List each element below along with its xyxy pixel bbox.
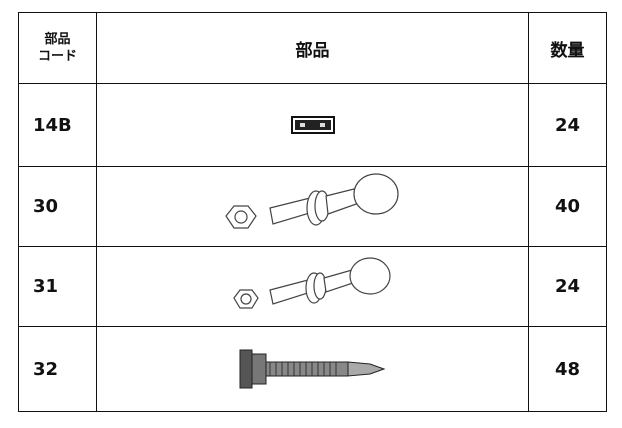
screw-icon [239, 349, 385, 389]
bolt-nut-icon [224, 172, 399, 229]
quantity: 40 [528, 166, 607, 247]
header-row: 部品 コード 部品 数量 [18, 12, 607, 84]
quantity: 24 [528, 246, 607, 327]
part-code: 31 [18, 246, 97, 327]
part-code: 14B [18, 83, 97, 167]
quantity: 24 [528, 83, 607, 167]
row: 30 40 [18, 166, 607, 247]
header-cell: 部品 コード [18, 12, 97, 84]
part-image-cell [96, 246, 529, 327]
header-cell: 部品 [96, 12, 529, 84]
row: 32 48 [18, 326, 607, 412]
row: 14B 24 [18, 83, 607, 167]
part-image-cell [96, 83, 529, 167]
part-code: 32 [18, 326, 97, 412]
part-image-cell [96, 166, 529, 247]
quantity: 48 [528, 326, 607, 412]
row: 31 24 [18, 246, 607, 327]
bolt-nut-icon [232, 256, 391, 309]
parts-table: 部品 コード 部品 数量 14B 24 30 [18, 12, 607, 412]
clip-icon [290, 116, 335, 134]
header-cell: 数量 [528, 12, 607, 84]
part-image-cell [96, 326, 529, 412]
part-code: 30 [18, 166, 97, 247]
